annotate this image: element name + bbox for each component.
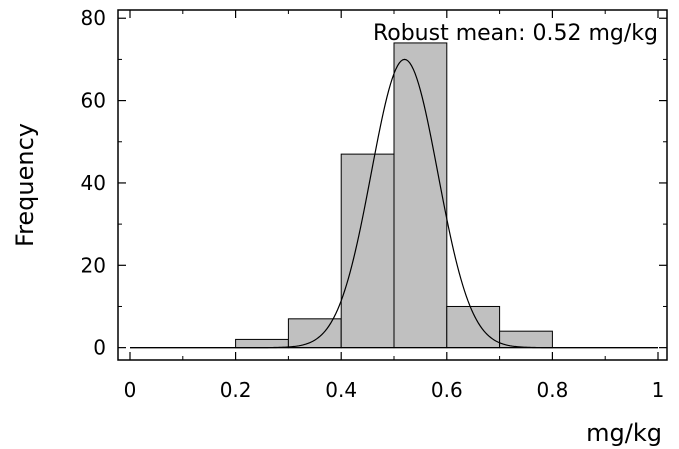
x-tick-label-5: 1 [652,378,665,402]
bars [235,42,553,349]
x-tick-label-2: 0.4 [325,378,357,402]
axis-ticks: 0 0.2 0.4 0.6 0.8 1 0 20 40 60 80 [81,6,667,402]
y-axis-title: Frequency [11,123,39,247]
y-tick-label-0: 0 [93,336,106,360]
y-tick-label-2: 40 [81,171,106,195]
histogram-bar-0 [235,338,289,349]
histogram-bar-1 [287,318,342,349]
y-tick-label-3: 60 [81,89,106,113]
x-tick-label-4: 0.8 [536,378,568,402]
x-tick-label-3: 0.6 [431,378,463,402]
x-axis-title: mg/kg [586,419,662,447]
x-tick-label-0: 0 [124,378,137,402]
plot-frame [117,9,668,361]
histogram-bar-2 [340,153,395,349]
x-tick-label-1: 0.2 [220,378,252,402]
y-tick-label-1: 20 [81,253,106,277]
y-tick-label-4: 80 [81,6,106,30]
annotation-robust-mean: Robust mean: 0.52 mg/kg [373,21,658,46]
